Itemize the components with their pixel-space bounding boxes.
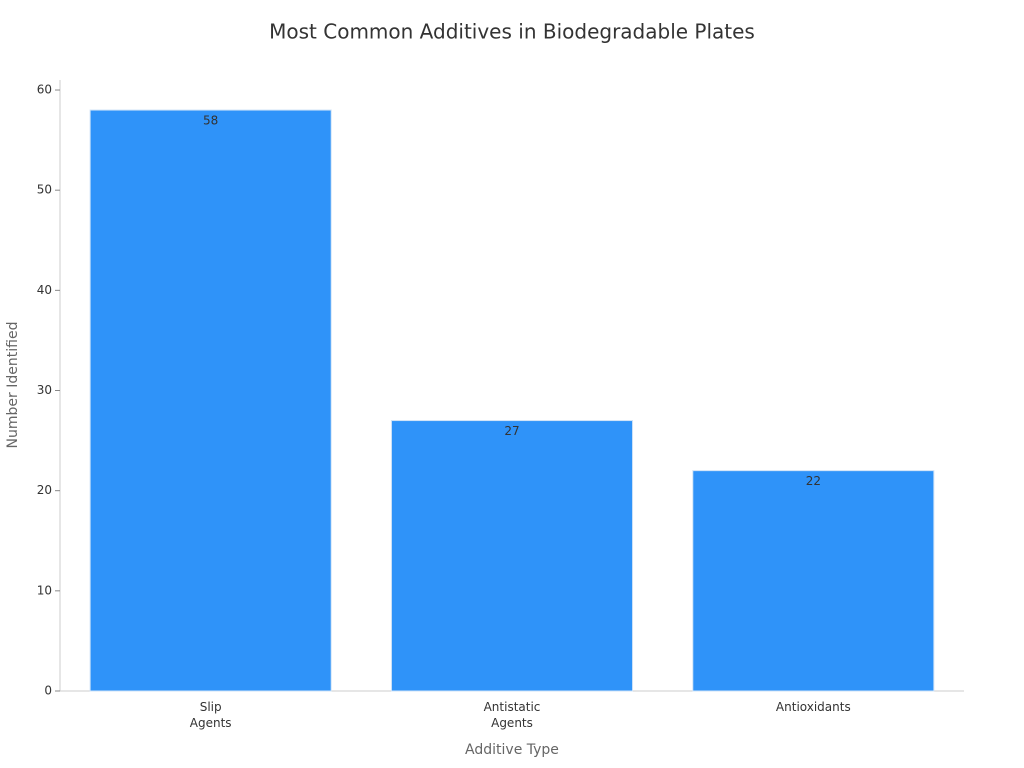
bar	[390, 420, 634, 692]
y-tick-label: 30	[37, 383, 52, 397]
bar	[89, 109, 332, 692]
y-tick-label: 0	[44, 684, 52, 698]
x-tick-label: Slip Agents	[189, 700, 232, 730]
y-tick-label: 40	[37, 283, 52, 297]
value-label: 27	[504, 424, 519, 438]
y-tick-label: 50	[37, 183, 52, 197]
x-tick-label: Antistatic Agents	[483, 700, 541, 730]
value-label: 58	[203, 114, 218, 128]
y-tick-label: 10	[37, 583, 52, 597]
value-label: 22	[806, 474, 821, 488]
y-tick-label: 60	[37, 83, 52, 97]
y-axis-title: Number Identified	[5, 322, 21, 449]
y-tick-label: 20	[37, 483, 52, 497]
bar	[692, 470, 935, 692]
x-tick-label: Antioxidants	[775, 700, 851, 714]
x-axis-title: Additive Type	[465, 742, 559, 758]
chart-title: Most Common Additives in Biodegradable P…	[269, 20, 755, 44]
